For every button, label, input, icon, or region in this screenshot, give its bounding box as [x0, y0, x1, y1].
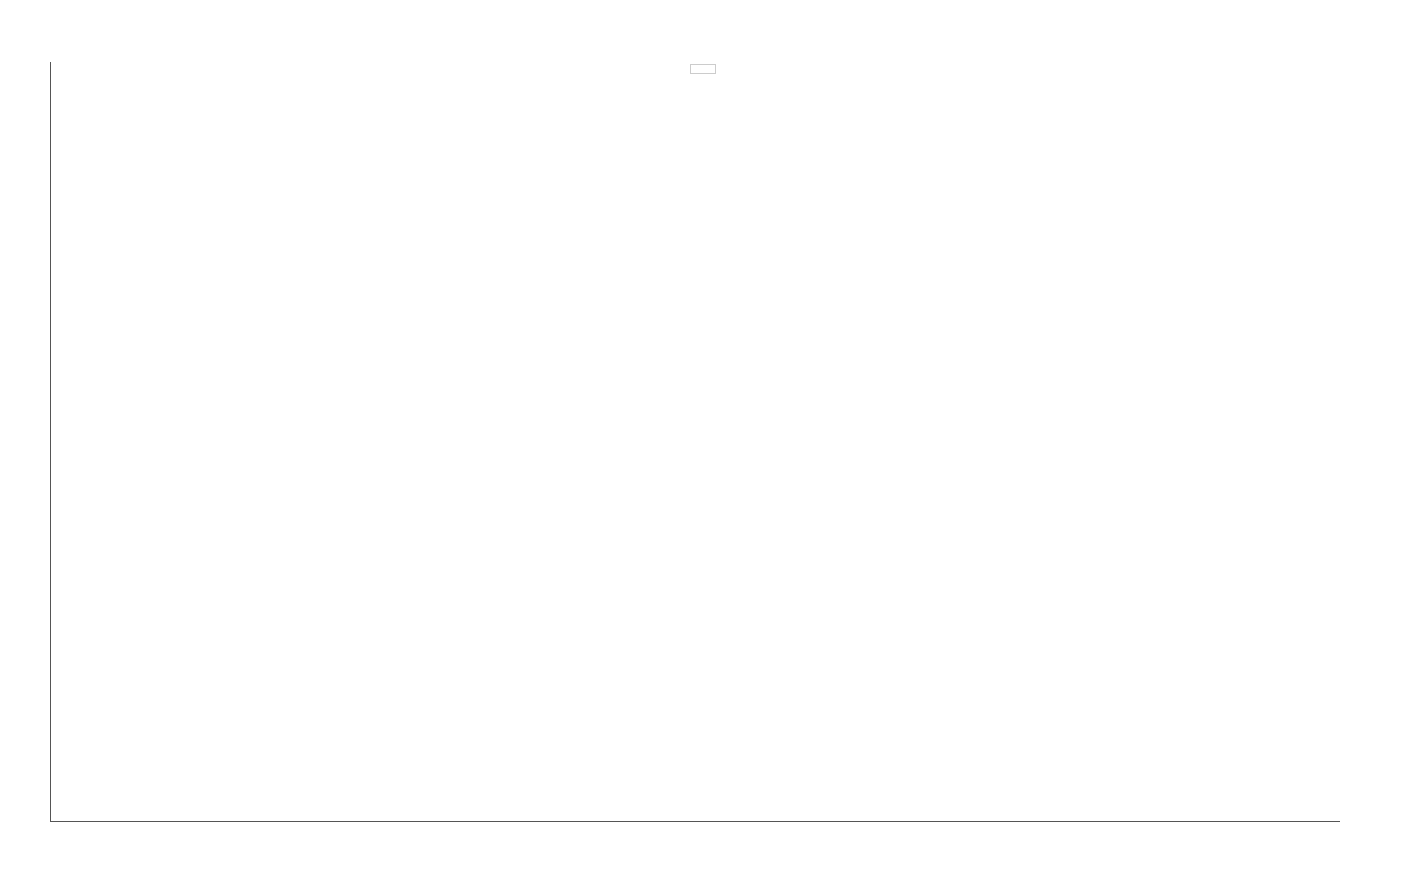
scatter-plot — [50, 62, 1340, 822]
regression-legend — [690, 64, 716, 74]
